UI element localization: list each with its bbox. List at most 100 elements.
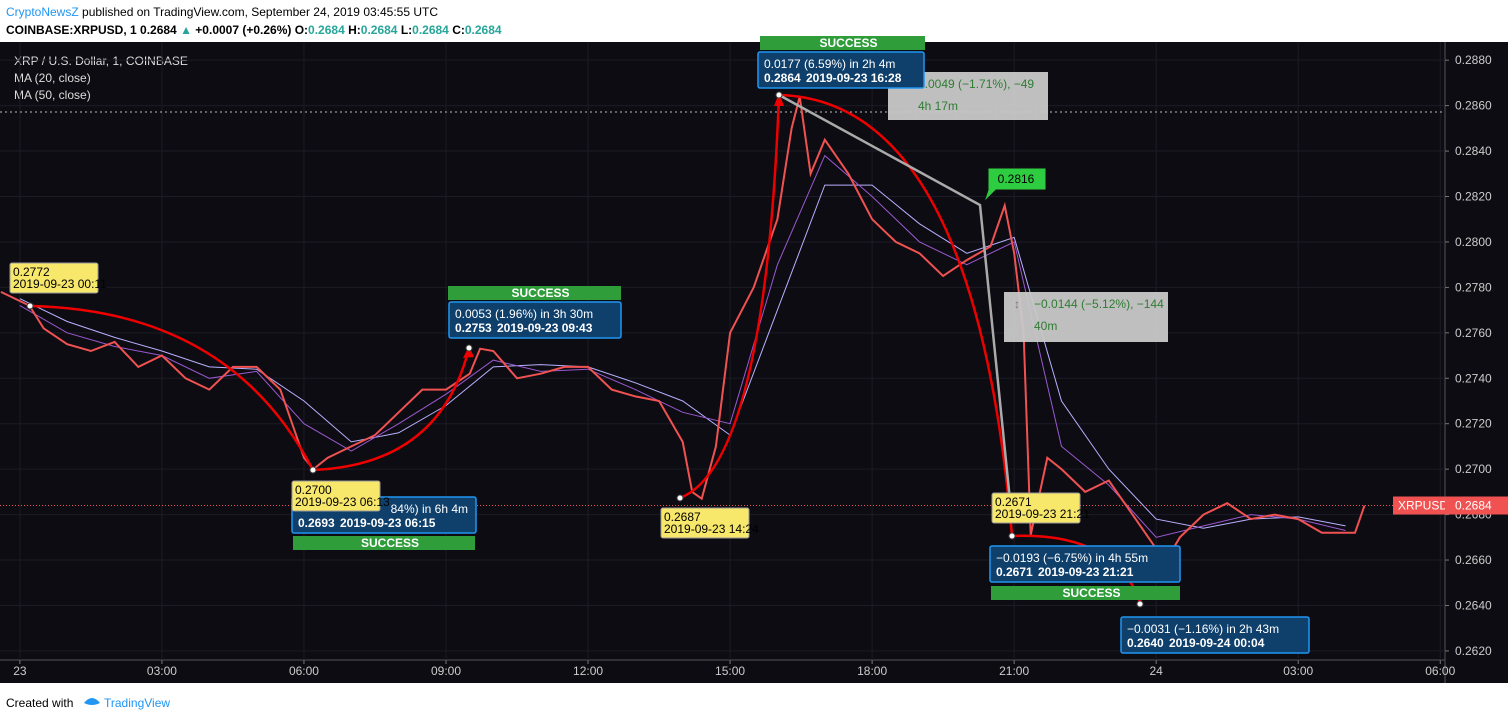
- price-label-bg: [1445, 496, 1508, 515]
- quote-part: ▲: [180, 23, 195, 37]
- price-label-bg: [1393, 496, 1445, 515]
- callout-box: [983, 167, 1047, 203]
- y-tick-label: 0.2880: [1455, 53, 1492, 67]
- measure-price: 0.2693: [298, 516, 335, 530]
- y-tick-label: 0.2820: [1455, 190, 1492, 204]
- last-price: 0.2684: [1455, 499, 1492, 513]
- point-date: 2019-09-23 14:24: [664, 522, 759, 536]
- y-tick-label: 0.2620: [1455, 644, 1492, 658]
- y-tick-label: 0.2660: [1455, 553, 1492, 567]
- point-label: [291, 480, 381, 512]
- quote-part: 0.2684: [412, 23, 452, 37]
- x-tick-label: 03:00: [147, 664, 177, 678]
- point-date: 2019-09-23 00:11: [13, 277, 107, 291]
- anchor: [26, 302, 34, 310]
- measure-change: −0.0193 (−6.75%) in 4h 55m: [996, 551, 1148, 565]
- measure-change: 0.0053 (1.96%) in 3h 30m: [455, 307, 593, 321]
- x-tick-label: 18:00: [857, 664, 887, 678]
- published: published on TradingView.com, September …: [79, 5, 439, 19]
- x-tick-label: 09:00: [431, 664, 461, 678]
- quote: COINBASE:XRPUSD, 1 0.2684 ▲ +0.0007 (+0.…: [6, 23, 502, 37]
- y-tick-label: 0.2780: [1455, 280, 1492, 294]
- y-tick-label: 0.2700: [1455, 462, 1492, 476]
- chart-layer: 0.2880 0.2860 0.2840 0.2820 0.2800 0.2780 0.27…: [0, 36, 1508, 678]
- y-tick-label: 0.2800: [1455, 235, 1492, 249]
- success-bar: [293, 536, 475, 550]
- quote-part: C:: [452, 23, 465, 37]
- footer-logo: [84, 698, 100, 705]
- point-price: 0.2671: [995, 495, 1032, 509]
- success-label: SUCCESS: [1062, 586, 1120, 600]
- y-tick-label: 0.2760: [1455, 326, 1492, 340]
- quote-part: 0.2684: [465, 23, 502, 37]
- x-tick-label: 23: [13, 664, 27, 678]
- quote-part: L:: [401, 23, 412, 37]
- x-tick-label: 12:00: [573, 664, 603, 678]
- x-tick-label: 24: [1150, 664, 1164, 678]
- series-line: [0, 96, 1366, 575]
- success-label: SUCCESS: [819, 36, 877, 50]
- curve-tool: [29, 304, 315, 471]
- range-change: 0.0049 (−1.71%), −49: [918, 77, 1034, 91]
- footer-brand[interactable]: TradingView: [104, 696, 170, 710]
- success-label: SUCCESS: [361, 536, 419, 550]
- measure-price: 0.2640: [1127, 636, 1164, 650]
- measure-box: [448, 301, 622, 339]
- range-time: 4h 17m: [918, 99, 958, 113]
- point-date: 2019-09-23 21:21: [995, 507, 1090, 521]
- y-tick-label: 0.2860: [1455, 99, 1492, 113]
- measure-box: [989, 545, 1181, 583]
- curve-tool: [778, 93, 1014, 537]
- legend-item: MA (20, close): [14, 71, 91, 85]
- author[interactable]: CryptoNewsZ: [6, 5, 79, 19]
- trend-line: [778, 93, 1014, 521]
- callout-label: 0.2816: [998, 172, 1035, 186]
- y-tick-label: 0.2740: [1455, 371, 1492, 385]
- point-label: [991, 492, 1081, 524]
- point-price: 0.2700: [295, 483, 332, 497]
- measure-price: 0.2753: [455, 321, 492, 335]
- anchor: [465, 344, 473, 352]
- quote-part: 0.2684: [308, 23, 348, 37]
- range-time: 40m: [1034, 319, 1057, 333]
- anchor: [676, 494, 684, 502]
- point-label: [9, 262, 99, 294]
- range-change: −0.0144 (−5.12%), −144: [1034, 297, 1164, 311]
- anchor: [775, 91, 783, 99]
- anchor: [1008, 532, 1016, 540]
- measure-price: 0.2864: [764, 71, 801, 85]
- measure-price: 0.2671: [996, 565, 1033, 579]
- range-icon: ↕: [1014, 297, 1020, 311]
- price-symbol: XRPUSD: [1398, 499, 1448, 513]
- measure-change: 84%) in 6h 4m: [391, 502, 468, 516]
- range-box: [1004, 292, 1168, 342]
- measure-date: 2019-09-23 21:21: [1038, 565, 1134, 579]
- measure-change: 0.0177 (6.59%) in 2h 4m: [764, 57, 895, 71]
- arrow-head: [463, 346, 474, 358]
- success-bar: [991, 586, 1180, 600]
- plot-background: [0, 42, 1445, 660]
- y-tick-label: 0.2840: [1455, 144, 1492, 158]
- legend-item: MA (50, close): [14, 88, 91, 102]
- quote-part: 0.2684: [140, 23, 180, 37]
- quote-part: +0.0007 (+0.26%): [195, 23, 294, 37]
- success-label: SUCCESS: [511, 286, 569, 300]
- measure-date: 2019-09-23 09:43: [497, 321, 593, 335]
- series-line: [19, 184, 1346, 529]
- y-tick-label: 0.2640: [1455, 598, 1492, 612]
- anchor: [1136, 600, 1144, 608]
- time-axis: [0, 660, 1445, 683]
- curve-tool: [312, 347, 471, 472]
- x-tick-label: 06:00: [1425, 664, 1455, 678]
- measure-date: 2019-09-24 00:04: [1169, 636, 1265, 650]
- quote-part: 0.2684: [361, 23, 401, 37]
- point-price: 0.2772: [13, 265, 50, 279]
- measure-box: [757, 51, 925, 89]
- arrow-head: [774, 93, 784, 106]
- y-tick-label: 0.2720: [1455, 417, 1492, 431]
- measure-date: 2019-09-23 16:28: [806, 71, 902, 85]
- legend-title: XRP / U.S. Dollar, 1, COINBASE: [14, 54, 188, 68]
- success-bar: [760, 36, 925, 50]
- x-tick-label: 03:00: [1283, 664, 1313, 678]
